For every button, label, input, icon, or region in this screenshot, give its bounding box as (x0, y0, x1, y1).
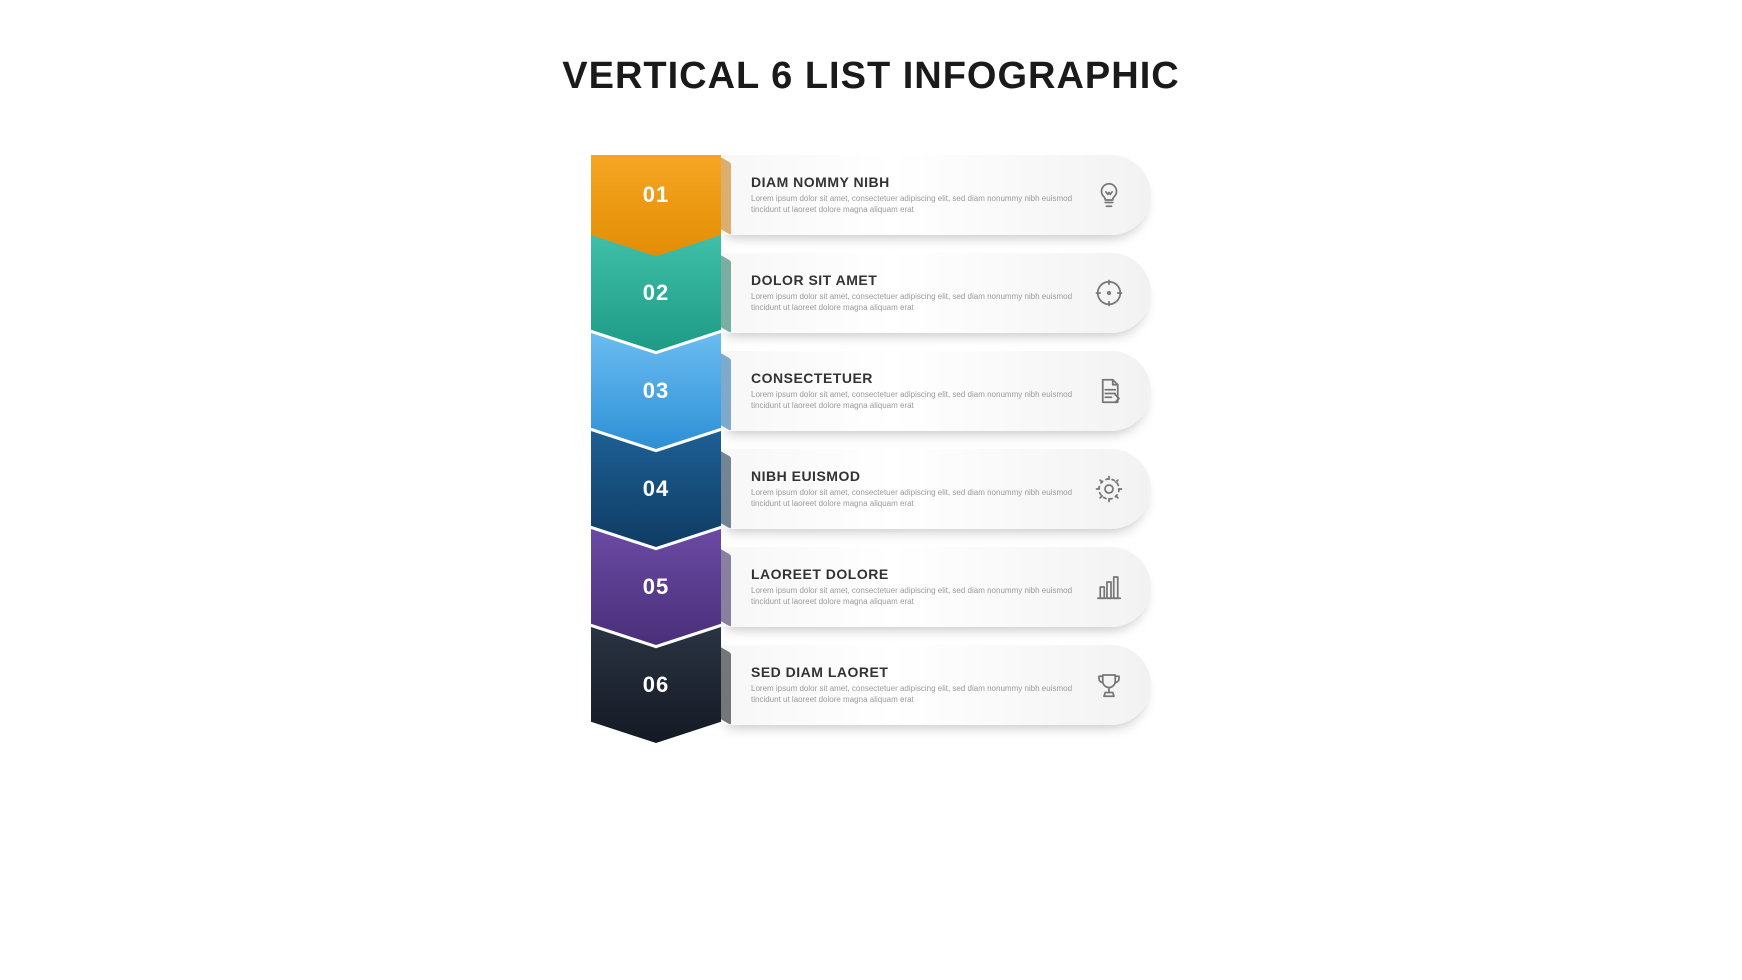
pill-text: DOLOR SIT AMET Lorem ipsum dolor sit amet… (751, 272, 1081, 314)
pill-heading: SED DIAM LAORET (751, 664, 1081, 680)
number-badge: 02 (591, 253, 721, 333)
pill-heading: DIAM NOMMY NIBH (751, 174, 1081, 190)
pill-text: CONSECTETUER Lorem ipsum dolor sit amet, … (751, 370, 1081, 412)
pill-body: Lorem ipsum dolor sit amet, consectetuer… (751, 194, 1081, 216)
pill-text: LAOREET DOLORE Lorem ipsum dolor sit amet… (751, 566, 1081, 608)
pill-text: SED DIAM LAORET Lorem ipsum dolor sit ame… (751, 664, 1081, 706)
infographic-row: SED DIAM LAORET Lorem ipsum dolor sit ame… (591, 645, 1151, 725)
pill-body: Lorem ipsum dolor sit amet, consectetuer… (751, 488, 1081, 510)
number-badge: 06 (591, 645, 721, 725)
content-pill: LAOREET DOLORE Lorem ipsum dolor sit amet… (721, 547, 1151, 627)
infographic-row: DOLOR SIT AMET Lorem ipsum dolor sit amet… (591, 253, 1151, 333)
pill-text: NIBH EUISMOD Lorem ipsum dolor sit amet, … (751, 468, 1081, 510)
pill-text: DIAM NOMMY NIBH Lorem ipsum dolor sit ame… (751, 174, 1081, 216)
number-badge: 01 (591, 155, 721, 235)
badge-number: 01 (591, 155, 721, 235)
content-pill: CONSECTETUER Lorem ipsum dolor sit amet, … (721, 351, 1151, 431)
bars-icon (1091, 569, 1127, 605)
infographic-title: VERTICAL 6 LIST INFOGRAPHIC (0, 55, 1742, 98)
badge-number: 02 (591, 253, 721, 333)
pill-heading: DOLOR SIT AMET (751, 272, 1081, 288)
content-pill: NIBH EUISMOD Lorem ipsum dolor sit amet, … (721, 449, 1151, 529)
badge-number: 06 (591, 645, 721, 725)
infographic-canvas: VERTICAL 6 LIST INFOGRAPHIC DIAM NOMMY N… (0, 0, 1742, 980)
pill-body: Lorem ipsum dolor sit amet, consectetuer… (751, 292, 1081, 314)
pill-body: Lorem ipsum dolor sit amet, consectetuer… (751, 684, 1081, 706)
badge-number: 03 (591, 351, 721, 431)
infographic-row: CONSECTETUER Lorem ipsum dolor sit amet, … (591, 351, 1151, 431)
pill-heading: LAOREET DOLORE (751, 566, 1081, 582)
target-icon (1091, 275, 1127, 311)
pill-heading: NIBH EUISMOD (751, 468, 1081, 484)
infographic-row: LAOREET DOLORE Lorem ipsum dolor sit amet… (591, 547, 1151, 627)
badge-number: 05 (591, 547, 721, 627)
badge-number: 04 (591, 449, 721, 529)
infographic-row: DIAM NOMMY NIBH Lorem ipsum dolor sit ame… (591, 155, 1151, 235)
number-badge: 05 (591, 547, 721, 627)
lightbulb-icon (1091, 177, 1127, 213)
infographic-row: NIBH EUISMOD Lorem ipsum dolor sit amet, … (591, 449, 1151, 529)
pill-heading: CONSECTETUER (751, 370, 1081, 386)
content-pill: DIAM NOMMY NIBH Lorem ipsum dolor sit ame… (721, 155, 1151, 235)
pill-body: Lorem ipsum dolor sit amet, consectetuer… (751, 586, 1081, 608)
content-pill: SED DIAM LAORET Lorem ipsum dolor sit ame… (721, 645, 1151, 725)
document-icon (1091, 373, 1127, 409)
number-badge: 03 (591, 351, 721, 431)
number-badge: 04 (591, 449, 721, 529)
pill-body: Lorem ipsum dolor sit amet, consectetuer… (751, 390, 1081, 412)
trophy-icon (1091, 667, 1127, 703)
content-pill: DOLOR SIT AMET Lorem ipsum dolor sit amet… (721, 253, 1151, 333)
infographic-stack: DIAM NOMMY NIBH Lorem ipsum dolor sit ame… (591, 155, 1151, 743)
gear-icon (1091, 471, 1127, 507)
